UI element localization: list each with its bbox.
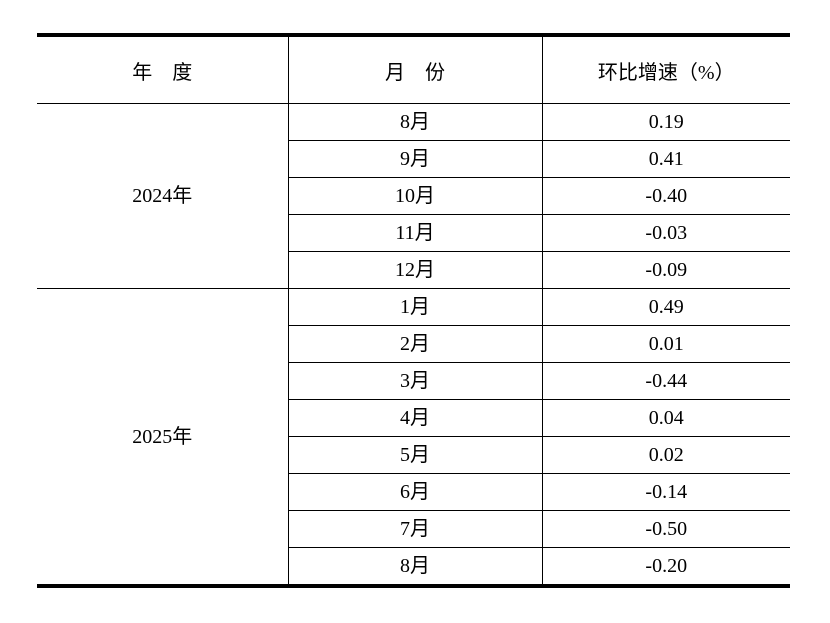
month-cell: 7月 bbox=[287, 510, 542, 548]
month-cell: 1月 bbox=[287, 288, 542, 326]
month-cell: 8月 bbox=[287, 103, 542, 141]
year-cell: 2025年 bbox=[37, 288, 288, 587]
growth-value-cell: -0.09 bbox=[541, 251, 790, 289]
table-body: 2024年 8月 0.19 9月 0.41 10月 -0.40 11月 -0.03 12月 -0.0… bbox=[37, 103, 790, 587]
month-cell: 8月 bbox=[287, 547, 542, 587]
table-row: 10月 -0.40 bbox=[37, 177, 790, 215]
table-row: 8月 -0.20 bbox=[37, 547, 790, 587]
growth-value-cell: 0.41 bbox=[541, 140, 790, 178]
growth-value-cell: -0.20 bbox=[541, 547, 790, 587]
table-row: 2月 0.01 bbox=[37, 325, 790, 363]
growth-value-cell: -0.44 bbox=[541, 362, 790, 400]
header-month: 月 份 bbox=[287, 35, 542, 104]
growth-value-cell: 0.04 bbox=[541, 399, 790, 437]
month-cell: 9月 bbox=[287, 140, 542, 178]
year-cell: 2024年 bbox=[37, 103, 288, 289]
growth-value-cell: 0.19 bbox=[541, 103, 790, 141]
month-cell: 4月 bbox=[287, 399, 542, 437]
month-cell: 3月 bbox=[287, 362, 542, 400]
growth-value-cell: -0.03 bbox=[541, 214, 790, 252]
month-cell: 5月 bbox=[287, 436, 542, 474]
growth-value-cell: -0.50 bbox=[541, 510, 790, 548]
table-header: 年 度 月 份 环比增速（%） bbox=[37, 35, 790, 104]
table-row: 2024年 8月 0.19 bbox=[37, 103, 790, 289]
header-row: 年 度 月 份 环比增速（%） bbox=[37, 35, 790, 104]
month-cell: 10月 bbox=[287, 177, 542, 215]
header-growth: 环比增速（%） bbox=[541, 35, 790, 104]
table-row: 5月 0.02 bbox=[37, 436, 790, 474]
month-cell: 6月 bbox=[287, 473, 542, 511]
table-row: 6月 -0.14 bbox=[37, 473, 790, 511]
header-year: 年 度 bbox=[37, 35, 288, 104]
growth-value-cell: 0.49 bbox=[541, 288, 790, 326]
growth-value-cell: 0.02 bbox=[541, 436, 790, 474]
table-row: 2025年 1月 0.49 bbox=[37, 288, 790, 587]
month-cell: 2月 bbox=[287, 325, 542, 363]
table-row: 4月 0.04 bbox=[37, 399, 790, 437]
table-row: 11月 -0.03 bbox=[37, 214, 790, 252]
growth-value-cell: -0.40 bbox=[541, 177, 790, 215]
table-row: 12月 -0.09 bbox=[37, 251, 790, 289]
table-row: 3月 -0.44 bbox=[37, 362, 790, 400]
growth-table: 年 度 月 份 环比增速（%） 2024年 8月 0.19 9月 0.41 10月 -0.4… bbox=[37, 33, 790, 588]
month-cell: 12月 bbox=[287, 251, 542, 289]
growth-value-cell: 0.01 bbox=[541, 325, 790, 363]
growth-value-cell: -0.14 bbox=[541, 473, 790, 511]
month-cell: 11月 bbox=[287, 214, 542, 252]
table-row: 9月 0.41 bbox=[37, 140, 790, 178]
growth-table-container: 年 度 月 份 环比增速（%） 2024年 8月 0.19 9月 0.41 10月 -0.4… bbox=[37, 33, 790, 588]
table-row: 7月 -0.50 bbox=[37, 510, 790, 548]
